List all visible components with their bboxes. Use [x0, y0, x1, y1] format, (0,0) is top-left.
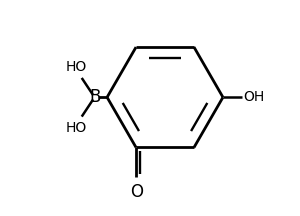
Text: OH: OH [243, 90, 265, 104]
Text: B: B [90, 88, 101, 106]
Text: O: O [130, 183, 143, 201]
Text: HO: HO [66, 121, 87, 135]
Text: HO: HO [66, 60, 87, 74]
